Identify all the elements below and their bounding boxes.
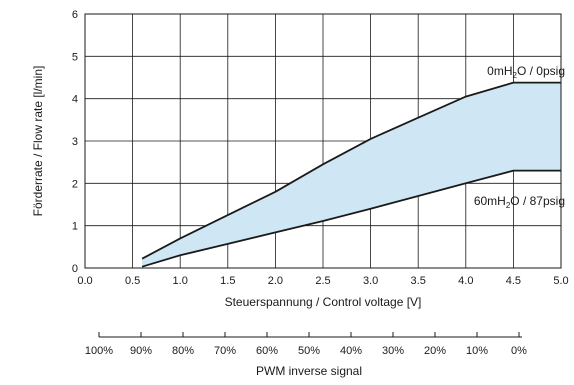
x-tick-label: 2.0 [268,275,283,287]
pwm-tick-label: 30% [382,345,404,357]
pwm-tick-label: 100% [85,345,113,357]
series-label-60mh2o-sub: 2 [506,201,511,210]
y-tick-label: 4 [72,94,78,106]
series-label-60mh2o: 60mH2O / 87psig [474,194,565,210]
x-tick-label: 3.0 [363,275,378,287]
pwm-axis-label: PWM inverse signal [256,364,362,378]
x-tick-label: 0.5 [125,275,140,287]
pwm-tick-label: 10% [466,345,488,357]
series-line-60mh2o [141,169,561,268]
pwm-tick-label: 50% [298,345,320,357]
pwm-tick-label: 70% [214,345,236,357]
series-label-0mh2o-sub: 2 [513,71,518,80]
y-axis-label: Förderrate / Flow rate [l/min] [31,66,45,217]
y-tick-label: 1 [72,221,78,233]
x-axis-label: Steuerspannung / Control voltage [V] [225,295,422,309]
pwm-tick-label: 20% [424,345,446,357]
pwm-tick-label: 80% [172,345,194,357]
x-tick-label: 1.0 [173,275,188,287]
pwm-tick-label: 60% [256,345,278,357]
pwm-tick-label: 90% [130,345,152,357]
x-tick-label: 5.0 [553,275,568,287]
x-tick-label: 2.5 [315,275,330,287]
series-label-60mh2o-rest: O / 87psig [510,194,565,208]
x-tick-label: 4.0 [458,275,473,287]
y-tick-label: 0 [72,263,78,275]
y-axis-ticks: 0 1 2 3 4 5 6 [72,9,78,275]
series-line-0mh2o [141,81,561,260]
y-tick-label: 3 [72,136,78,148]
x-tick-label: 4.5 [506,275,521,287]
x-tick-label: 0.0 [77,275,92,287]
flow-range-area [142,82,561,267]
x-tick-label: 3.5 [411,275,426,287]
y-tick-label: 6 [72,9,78,21]
series-label-0mh2o-main: 0mH [487,64,512,78]
series-label-0mh2o-rest: O / 0psig [517,64,565,78]
y-tick-label: 2 [72,178,78,190]
series-label-0mh2o: 0mH2O / 0psig [487,64,565,80]
x-axis-ticks: 0.0 0.5 1.0 1.5 2.0 2.5 3.0 3.5 4.0 4.5 5.0 [77,275,568,287]
y-tick-label: 5 [72,51,78,63]
series-label-60mh2o-main: 60mH [474,194,506,208]
pwm-axis-ticks: 100% 90% 80% 70% 60% 50% 40% 30% 20% 10% 0% [85,332,527,357]
pwm-tick-label: 40% [340,345,362,357]
pwm-tick-label: 0% [511,345,527,357]
plot-frame [84,13,562,269]
x-tick-label: 1.5 [220,275,235,287]
